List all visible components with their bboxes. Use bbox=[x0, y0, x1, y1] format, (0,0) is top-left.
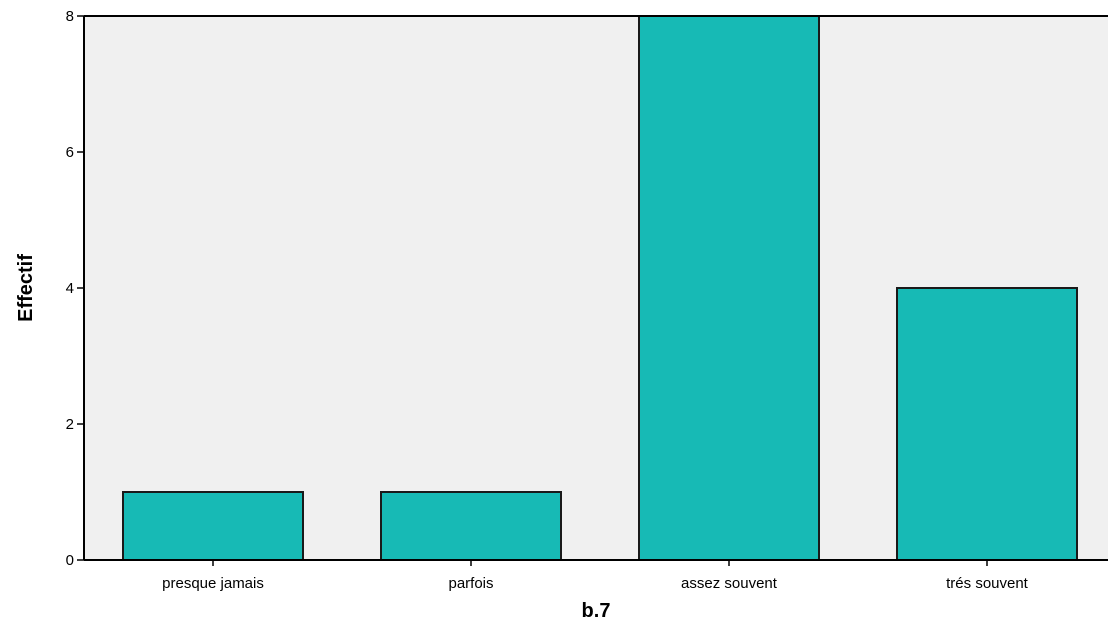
bar-2 bbox=[380, 491, 562, 561]
y-tick-label: 2 bbox=[66, 416, 74, 433]
bar-4 bbox=[896, 287, 1078, 561]
x-tick-label: parfois bbox=[448, 575, 493, 592]
bar-1 bbox=[122, 491, 304, 561]
x-ticks-layer: presque jamais parfois assez souvent trés s… bbox=[162, 560, 1029, 592]
y-ticks-layer: 0 2 4 6 8 bbox=[66, 8, 84, 569]
x-tick-label: assez souvent bbox=[681, 575, 778, 592]
bars-layer bbox=[122, 15, 1078, 561]
bar-3 bbox=[638, 15, 820, 561]
y-axis-title: Effectif bbox=[15, 254, 37, 322]
x-tick-label: trés souvent bbox=[946, 575, 1029, 592]
y-tick-label: 8 bbox=[66, 8, 74, 25]
y-tick-label: 4 bbox=[66, 280, 74, 297]
x-axis-title: b.7 bbox=[582, 600, 611, 622]
y-tick-label: 0 bbox=[66, 552, 74, 569]
y-tick-label: 6 bbox=[66, 144, 74, 161]
x-tick-label: presque jamais bbox=[162, 575, 264, 592]
